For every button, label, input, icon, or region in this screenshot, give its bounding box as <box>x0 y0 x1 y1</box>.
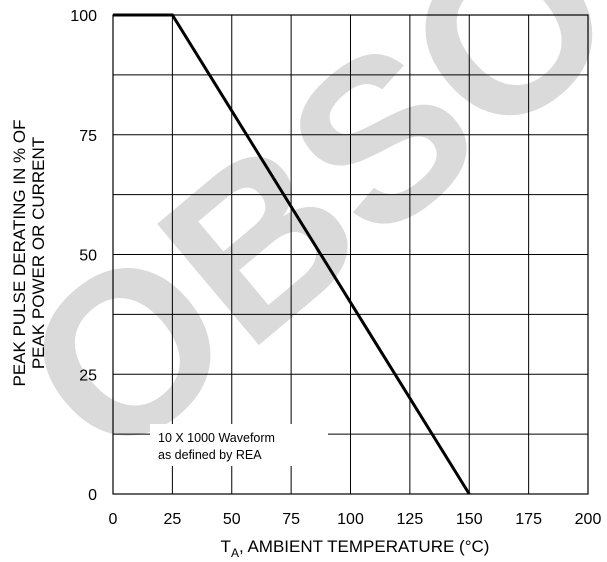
annotation-line-2: as defined by REA <box>158 448 262 462</box>
x-axis-label-sub: A <box>231 546 239 560</box>
x-axis-label: TA, AMBIENT TEMPERATURE (°C) <box>221 537 490 560</box>
derating-curve <box>113 13 471 495</box>
x-tick-label: 100 <box>337 511 364 528</box>
x-tick-label: 25 <box>163 511 181 528</box>
y-tick-labels: 0 25 50 75 100 <box>70 8 97 504</box>
x-tick-label: 150 <box>456 511 483 528</box>
y-tick-label: 75 <box>79 128 97 145</box>
y-axis-label-line-2: PEAK POWER OR CURRENT <box>29 137 48 369</box>
annotation: 10 X 1000 Waveform as defined by REA <box>150 424 328 466</box>
annotation-box <box>150 424 328 466</box>
y-axis-label-line-1: PEAK PULSE DERATING IN % OF <box>10 119 29 386</box>
plot-frame <box>112 14 589 495</box>
x-tick-label: 125 <box>397 511 424 528</box>
annotation-line-1: 10 X 1000 Waveform <box>158 431 275 445</box>
x-tick-label: 175 <box>515 511 542 528</box>
x-tick-label: 50 <box>223 511 241 528</box>
x-tick-label: 200 <box>575 511 602 528</box>
x-tick-labels: 0 25 50 75 100 125 150 175 200 <box>109 511 602 528</box>
x-axis-label-rest: , AMBIENT TEMPERATURE (°C) <box>239 537 490 556</box>
y-tick-label: 50 <box>79 248 97 265</box>
y-tick-label: 25 <box>79 367 97 384</box>
y-tick-label: 0 <box>88 487 97 504</box>
y-tick-label: 100 <box>70 8 97 25</box>
x-tick-label: 0 <box>109 511 118 528</box>
x-axis-label-main: T <box>221 537 231 556</box>
y-axis-label: PEAK PULSE DERATING IN % OF PEAK POWER O… <box>10 119 48 386</box>
x-tick-label: 75 <box>282 511 300 528</box>
